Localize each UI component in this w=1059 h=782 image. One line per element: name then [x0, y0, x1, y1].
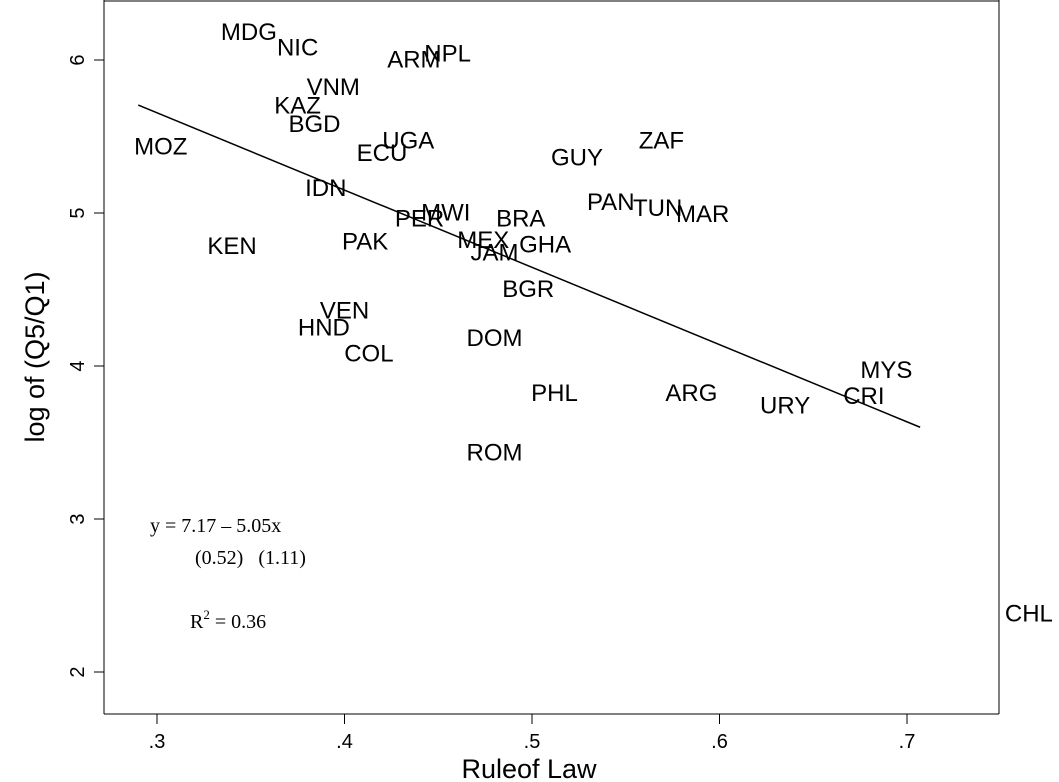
x-tick-label: .7 [899, 731, 916, 753]
r-squared-superscript: 2 [203, 607, 210, 622]
data-point-nic: NIC [277, 34, 318, 61]
data-point-dom: DOM [467, 325, 523, 352]
x-tick-label: .3 [149, 731, 166, 753]
data-point-per: PER [395, 206, 444, 233]
data-point-mys: MYS [860, 357, 912, 384]
data-point-uga: UGA [382, 128, 434, 155]
data-point-jam: JAM [471, 239, 519, 266]
y-tick-label: 5 [67, 207, 89, 218]
regression-line [137, 104, 921, 428]
data-point-rom: ROM [467, 440, 523, 467]
data-point-moz: MOZ [134, 134, 187, 161]
r-squared-value: = 0.36 [210, 611, 266, 633]
data-point-ken: KEN [207, 233, 256, 260]
data-point-cri: CRI [843, 383, 884, 410]
y-tick-label: 6 [67, 54, 89, 65]
data-point-gha: GHA [519, 232, 571, 259]
data-point-phl: PHL [531, 380, 578, 407]
data-point-mar: MAR [676, 201, 729, 228]
y-tick-label: 2 [67, 666, 89, 677]
x-tick-label: .4 [336, 731, 353, 753]
y-tick-label: 3 [67, 513, 89, 524]
data-point-hnd: HND [298, 314, 350, 341]
r-squared: R2 = 0.36 [190, 607, 266, 633]
data-point-bra: BRA [496, 206, 545, 233]
data-point-kaz: KAZ [274, 92, 321, 119]
data-point-vnm: VNM [307, 74, 360, 101]
x-tick-label: .5 [524, 731, 541, 753]
y-axis-ticks: 2 3 4 5 6 [67, 54, 104, 678]
y-axis-title: log of (Q5/Q1) [20, 271, 50, 442]
data-point-npl: NPL [424, 40, 471, 67]
data-point-idn: IDN [305, 175, 346, 202]
regression-std-errors: (0.52) (1.11) [195, 547, 306, 569]
y-tick-label: 4 [67, 360, 89, 371]
data-point-mwi: MWI [421, 200, 470, 227]
data-point-pan: PAN [587, 189, 635, 216]
data-point-arm: ARM [387, 47, 440, 74]
data-point-guy: GUY [551, 144, 603, 171]
x-axis-title: Ruleof Law [461, 754, 597, 782]
data-point-zaf: ZAF [639, 128, 684, 155]
data-point-chl: CHL [1005, 600, 1053, 627]
data-point-arg: ARG [665, 380, 717, 407]
x-tick-label: .6 [711, 731, 728, 753]
x-axis-ticks: .3 .4 .5 .6 .7 [149, 714, 916, 753]
r-squared-symbol: R [190, 611, 204, 633]
data-point-pak: PAK [342, 229, 388, 256]
data-point-ven: VEN [320, 297, 369, 324]
data-point-mex: MEX [457, 227, 509, 254]
data-point-ecu: ECU [357, 140, 408, 167]
data-point-col: COL [344, 340, 393, 367]
data-point-bgd: BGD [288, 111, 340, 138]
data-point-bgr: BGR [502, 276, 554, 303]
data-point-mdg: MDG [221, 19, 277, 46]
data-point-ury: URY [760, 392, 810, 419]
data-point-tun: TUN [633, 195, 682, 222]
regression-equation: y = 7.17 – 5.05x [150, 515, 281, 537]
